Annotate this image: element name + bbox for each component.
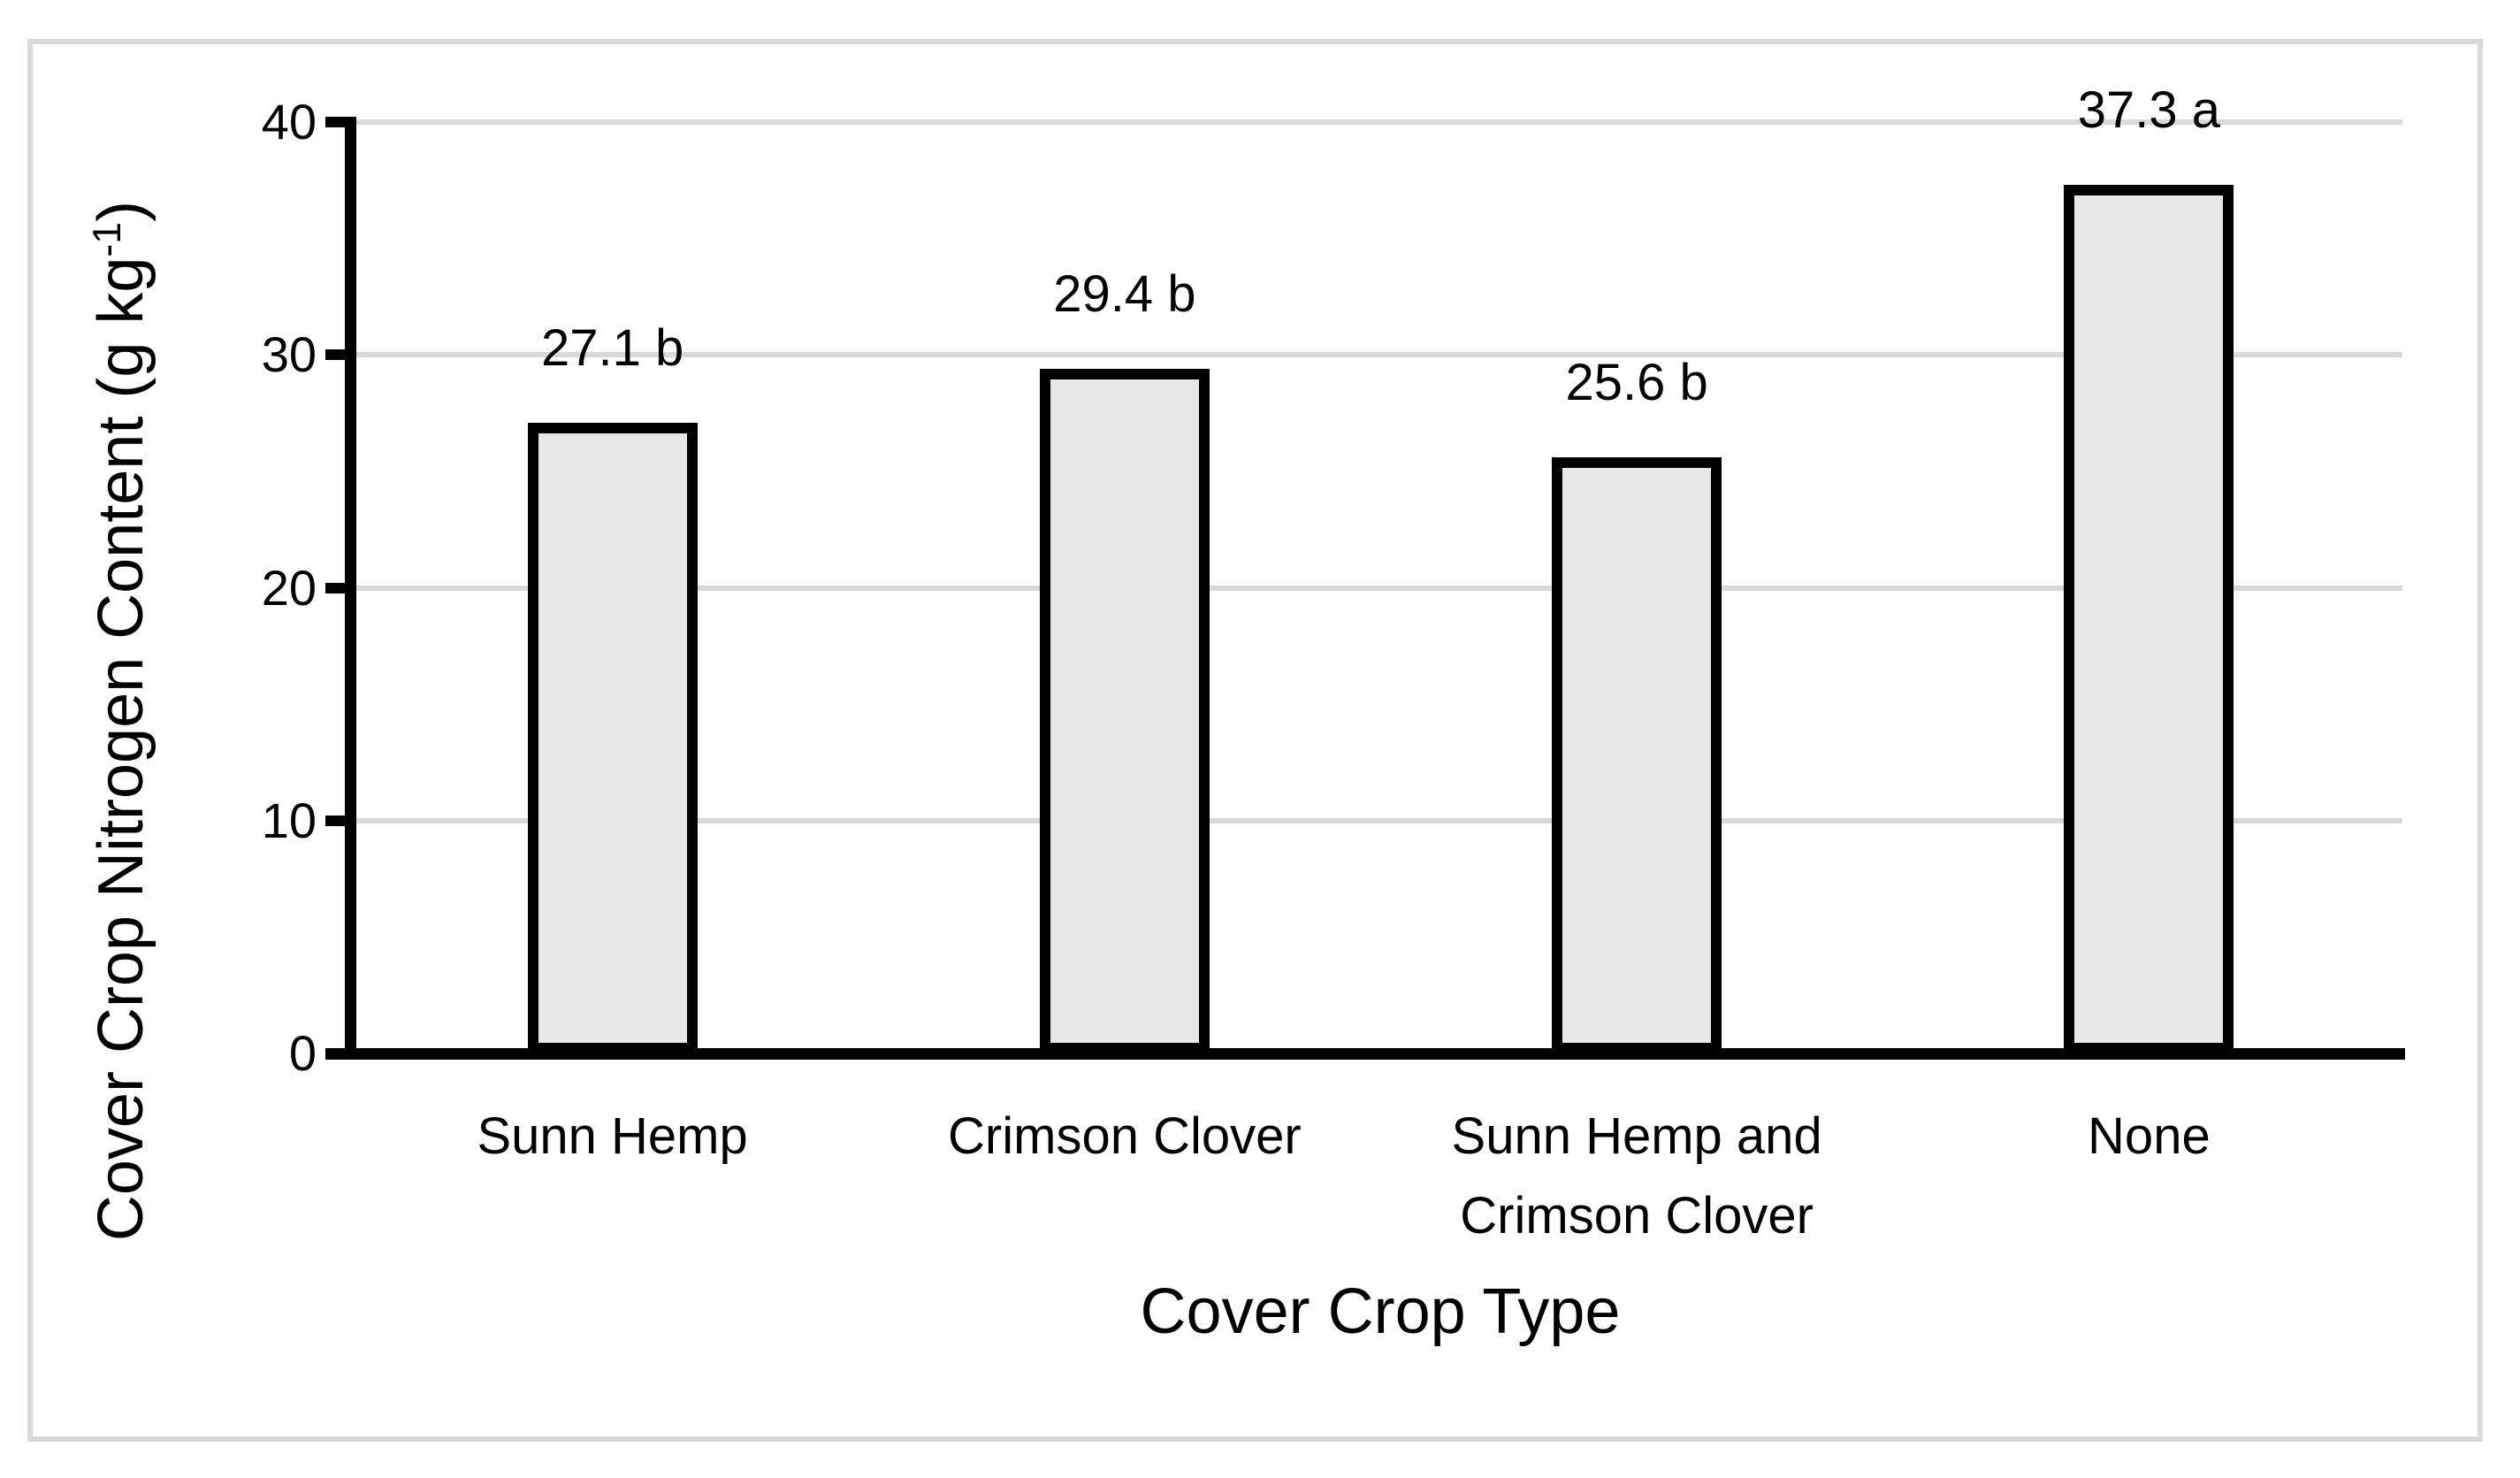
x-axis-title: Cover Crop Type xyxy=(1140,1276,1621,1347)
gridline xyxy=(356,585,2402,591)
category-label: Crimson Clover xyxy=(948,1107,1302,1165)
gridline xyxy=(356,817,2402,823)
gridline xyxy=(356,352,2402,358)
bar xyxy=(1039,369,1210,1053)
x-axis-line xyxy=(325,1048,2405,1060)
bar xyxy=(2064,185,2234,1053)
y-tick xyxy=(325,815,345,826)
figure-border xyxy=(27,39,2483,1442)
bar-value-label: 27.1 b xyxy=(540,318,684,377)
y-tick-label: 10 xyxy=(261,792,317,848)
y-tick-label: 0 xyxy=(288,1025,317,1081)
y-tick xyxy=(325,117,345,127)
gridline xyxy=(356,119,2402,125)
bar-value-label: 37.3 a xyxy=(2077,81,2220,140)
y-tick xyxy=(325,349,345,361)
y-axis-line xyxy=(345,117,356,1060)
category-label: Sunn Hemp and Crimson Clover xyxy=(1451,1107,1822,1244)
bar-value-label: 29.4 b xyxy=(1053,265,1196,324)
plot-area: 27.1 b 29.4 b 25.6 b 37.3 a xyxy=(356,82,2405,1053)
category-label: None xyxy=(2088,1107,2211,1165)
y-axis-title-close: ) xyxy=(86,200,157,222)
bar-value-label: 25.6 b xyxy=(1565,354,1708,412)
y-tick xyxy=(325,582,345,593)
bar xyxy=(527,422,698,1053)
y-tick-label: 40 xyxy=(261,94,317,149)
category-label: Sunn Hemp xyxy=(477,1107,748,1165)
y-tick-label: 20 xyxy=(261,559,317,616)
y-tick-label: 30 xyxy=(261,326,317,383)
y-axis-title-text: Cover Crop Nitrogen Content (g kg xyxy=(86,257,157,1242)
bar xyxy=(1552,457,1722,1053)
y-axis-title-superscript: -1 xyxy=(86,221,129,257)
